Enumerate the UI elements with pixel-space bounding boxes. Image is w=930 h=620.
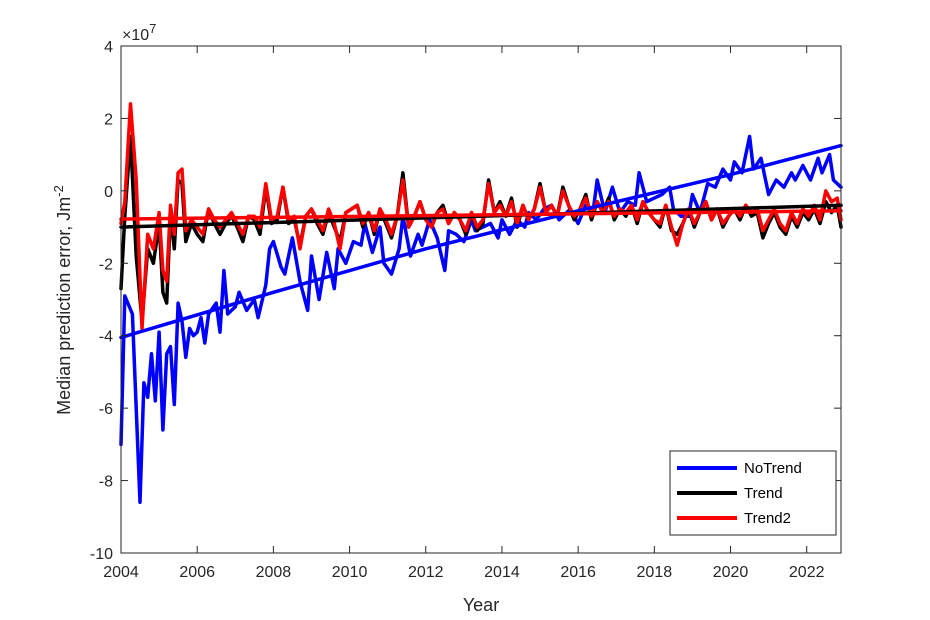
x-tick-label: 2010: [332, 564, 368, 581]
y-tick-label: 2: [104, 111, 113, 128]
y-tick-label: 4: [104, 39, 113, 56]
x-tick-label: 2018: [637, 564, 673, 581]
legend-label-trend2: Trend2: [744, 510, 791, 527]
x-tick-label: 2006: [179, 564, 215, 581]
y-ticks: -10 -8 -6 -4 -2 0 2 4: [90, 39, 841, 563]
exponent-power: 7: [149, 21, 156, 36]
lines-layer: [119, 102, 843, 505]
y-exponent-label: ×107: [122, 21, 156, 44]
x-tick-label: 2020: [713, 564, 749, 581]
x-tick-label: 2008: [256, 564, 292, 581]
legend: NoTrend Trend Trend2: [669, 450, 837, 536]
y-axis-label: Median prediction error, Jm-2: [51, 185, 74, 415]
legend-label-notrend: NoTrend: [744, 460, 802, 477]
x-tick-label: 2022: [789, 564, 825, 581]
x-tick-label: 2004: [103, 564, 139, 581]
x-tick-label: 2016: [560, 564, 596, 581]
legend-label-trend: Trend: [744, 485, 783, 502]
exponent-base: ×10: [122, 27, 149, 44]
y-tick-label: 0: [104, 184, 113, 201]
x-tick-label: 2014: [484, 564, 520, 581]
x-axis-label: Year: [463, 595, 499, 615]
y-axis-label-main: Median prediction error, Jm: [54, 197, 74, 415]
y-tick-label: -6: [99, 401, 113, 418]
x-ticks: 2004 2006 2008 2010 2012 2014 2016 2018 2020 2022: [103, 46, 825, 581]
x-tick-label: 2012: [408, 564, 444, 581]
y-tick-label: -4: [99, 329, 113, 346]
y-tick-label: -2: [99, 256, 113, 273]
y-tick-label: -10: [90, 546, 113, 563]
trend-line-trend2: [119, 209, 843, 221]
y-tick-label: -8: [99, 474, 113, 491]
axes-box: [120, 45, 842, 554]
y-axis-label-superscript: -2: [51, 185, 66, 197]
trend-line-notrend: [119, 143, 843, 340]
series-line-notrend: [119, 134, 843, 505]
